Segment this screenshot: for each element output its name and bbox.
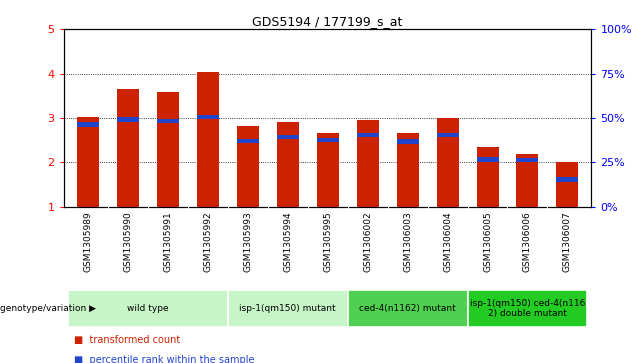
Bar bbox=[476, 147, 499, 207]
Bar bbox=[556, 177, 579, 182]
Bar bbox=[357, 120, 378, 207]
Bar bbox=[116, 89, 139, 207]
Text: GSM1306003: GSM1306003 bbox=[403, 211, 412, 272]
Text: ■  percentile rank within the sample: ■ percentile rank within the sample bbox=[74, 355, 254, 363]
Bar bbox=[116, 117, 139, 122]
Text: GSM1305991: GSM1305991 bbox=[163, 211, 172, 272]
Text: GSM1306007: GSM1306007 bbox=[563, 211, 572, 272]
Bar bbox=[317, 132, 338, 207]
Text: genotype/variation ▶: genotype/variation ▶ bbox=[0, 304, 96, 313]
Text: GSM1306005: GSM1306005 bbox=[483, 211, 492, 272]
Text: wild type: wild type bbox=[127, 304, 169, 313]
Text: GSM1305992: GSM1305992 bbox=[203, 211, 212, 272]
Title: GDS5194 / 177199_s_at: GDS5194 / 177199_s_at bbox=[252, 15, 403, 28]
FancyBboxPatch shape bbox=[67, 290, 228, 327]
Bar bbox=[436, 118, 459, 207]
Bar bbox=[516, 154, 539, 207]
Text: isp-1(qm150) ced-4(n116
2) double mutant: isp-1(qm150) ced-4(n116 2) double mutant bbox=[470, 299, 585, 318]
Text: GSM1305993: GSM1305993 bbox=[243, 211, 252, 272]
Text: GSM1305989: GSM1305989 bbox=[83, 211, 92, 272]
Bar bbox=[476, 157, 499, 162]
Bar bbox=[436, 132, 459, 137]
Bar bbox=[197, 72, 219, 207]
Bar bbox=[156, 119, 179, 123]
Bar bbox=[76, 122, 99, 127]
Text: GSM1305995: GSM1305995 bbox=[323, 211, 332, 272]
Text: ■  transformed count: ■ transformed count bbox=[74, 335, 181, 345]
Text: isp-1(qm150) mutant: isp-1(qm150) mutant bbox=[239, 304, 336, 313]
Text: GSM1305990: GSM1305990 bbox=[123, 211, 132, 272]
Text: GSM1306002: GSM1306002 bbox=[363, 211, 372, 272]
Bar bbox=[237, 126, 259, 207]
Bar bbox=[516, 158, 539, 163]
Bar bbox=[556, 162, 579, 207]
Text: GSM1306004: GSM1306004 bbox=[443, 211, 452, 272]
Bar bbox=[277, 135, 298, 139]
Text: ced-4(n1162) mutant: ced-4(n1162) mutant bbox=[359, 304, 456, 313]
FancyBboxPatch shape bbox=[228, 290, 347, 327]
Bar bbox=[277, 122, 298, 207]
Bar bbox=[396, 132, 418, 207]
Bar bbox=[237, 139, 259, 143]
FancyBboxPatch shape bbox=[347, 290, 467, 327]
Bar bbox=[396, 139, 418, 144]
FancyBboxPatch shape bbox=[467, 290, 588, 327]
Text: GSM1306006: GSM1306006 bbox=[523, 211, 532, 272]
Bar bbox=[357, 132, 378, 137]
Bar bbox=[76, 117, 99, 207]
Bar bbox=[197, 115, 219, 119]
Bar bbox=[156, 92, 179, 207]
Bar bbox=[317, 138, 338, 142]
Text: GSM1305994: GSM1305994 bbox=[283, 211, 292, 272]
